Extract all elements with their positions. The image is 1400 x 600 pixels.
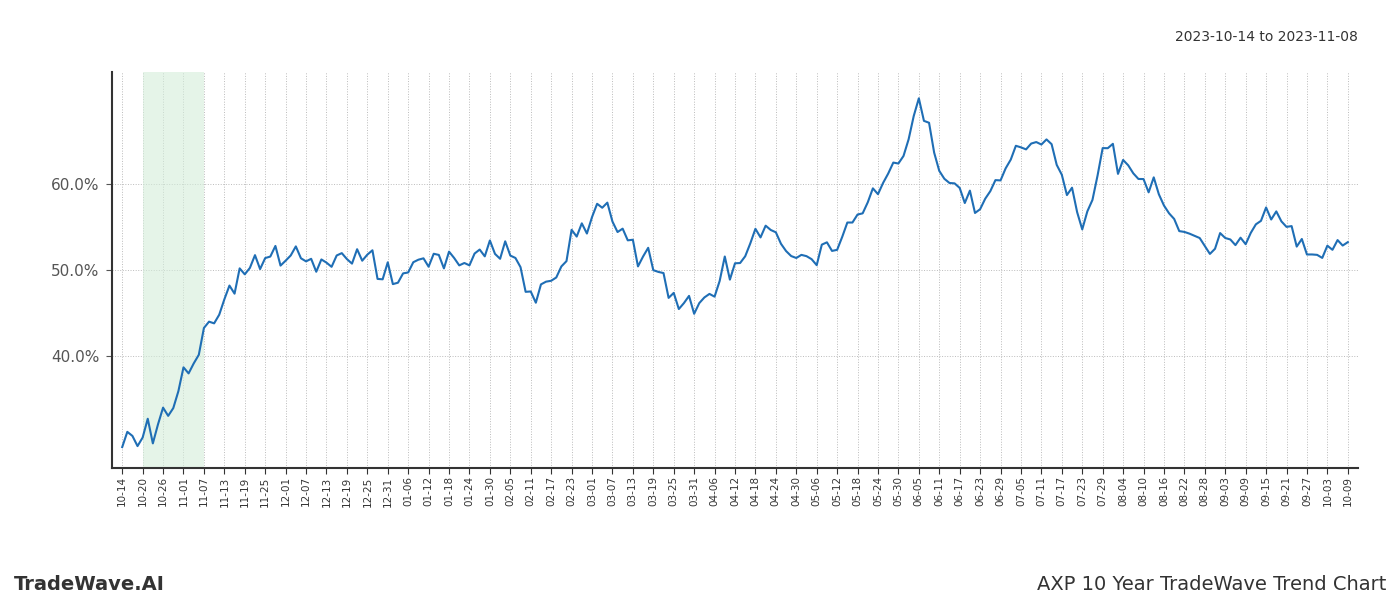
Bar (143, 72, 204, 468)
Text: 2023-10-14 to 2023-11-08: 2023-10-14 to 2023-11-08 (1175, 30, 1358, 44)
Text: TradeWave.AI: TradeWave.AI (14, 575, 165, 594)
Text: AXP 10 Year TradeWave Trend Chart: AXP 10 Year TradeWave Trend Chart (1036, 575, 1386, 594)
